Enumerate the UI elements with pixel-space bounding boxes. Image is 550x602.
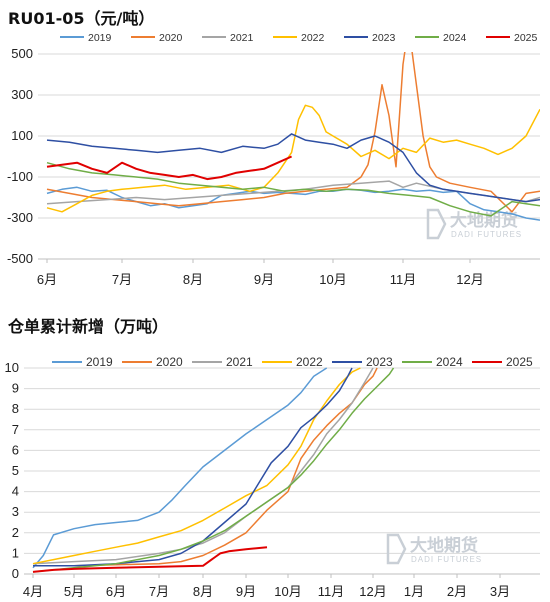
y-tick-label: 7 [12,422,19,437]
y-tick-label: 10 [5,360,19,375]
x-tick-label: 9月 [254,272,274,287]
legend: 2019 2020 2021 2022 2023 2024 2025 [60,32,538,44]
legend-label-2020: 2020 [156,355,183,369]
watermark-text-cn: 大地期货 [450,210,518,231]
x-tick-label: 6月 [37,272,57,287]
legend-label-2024: 2024 [443,32,467,44]
legend-label-2020: 2020 [159,32,183,44]
legend-label-2024: 2024 [436,355,463,369]
legend-label-2025: 2025 [514,32,538,44]
series-line-2025 [32,546,268,573]
series-line-2023 [46,133,540,203]
watermark-text-en: DADI FUTURES [451,230,522,239]
y-tick-label: 6 [12,442,19,457]
y-tick-label: 100 [11,128,33,143]
series-line-2019 [32,367,328,569]
logo-icon [426,208,447,240]
x-tick-label: 11月 [390,272,417,287]
y-tick-label: 5 [12,463,19,478]
y-tick-label: 9 [12,381,19,396]
legend-label-2021: 2021 [226,355,253,369]
series-line-2021 [32,367,374,565]
legend-label-2021: 2021 [230,32,254,44]
x-tick-label: 2月 [447,584,467,599]
x-tick-label: 5月 [64,584,84,599]
y-tick-label: 0 [12,566,19,581]
legend-label-2023: 2023 [366,355,393,369]
series-line-2025 [46,155,293,181]
y-tick-label: -300 [7,210,33,225]
logo-icon [386,533,407,565]
x-tick-label: 12月 [359,584,386,599]
x-tick-label: 8月 [193,584,213,599]
x-tick-label: 6月 [106,584,126,599]
legend-label-2022: 2022 [301,32,325,44]
chart-title: 仓单累计新增（万吨） [7,317,168,336]
y-tick-label: 4 [12,484,19,499]
legend-label-2019: 2019 [88,32,112,44]
series-line-2023 [33,367,353,567]
x-tick-label: 7月 [149,584,169,599]
y-tick-label: 1 [12,545,19,560]
watermark-text-cn: 大地期货 [410,535,478,556]
x-tick-label: 10月 [274,584,301,599]
y-tick-label: 500 [11,46,33,61]
y-tick-label: -100 [7,169,33,184]
series-line-2024 [32,367,395,573]
series-line-2020 [33,367,378,567]
legend-label-2023: 2023 [372,32,396,44]
x-tick-label: 8月 [183,272,203,287]
y-tick-label: 2 [12,525,19,540]
chart-1: RU01-05（元/吨） 500 300 100 -100 -300 -500 6月 7月 8月 9… [7,9,540,287]
legend-label-2025: 2025 [506,355,533,369]
watermark-text-en: DADI FUTURES [411,555,482,564]
x-tick-label: 7月 [112,272,132,287]
x-tick-label: 1月 [404,584,424,599]
series-group [46,52,540,221]
series-line-2024 [46,161,540,217]
x-tick-label: 4月 [23,584,43,599]
x-tick-label: 9月 [236,584,256,599]
x-tick-label: 10月 [319,272,346,287]
y-tick-label: -500 [7,251,33,266]
series-line-2020 [46,52,540,213]
legend: 2019 2020 2021 2022 2023 2024 2025 [52,355,533,369]
series-group [32,367,395,573]
y-tick-label: 300 [11,87,33,102]
y-tick-label: 8 [12,401,19,416]
y-tick-label: 3 [12,504,19,519]
series-line-2022 [46,104,540,213]
legend-label-2022: 2022 [296,355,323,369]
legend-label-2019: 2019 [86,355,113,369]
chart-title: RU01-05（元/吨） [8,9,154,28]
x-tick-label: 12月 [456,272,483,287]
x-tick-label: 11月 [318,584,345,599]
x-tick-label: 3月 [490,584,510,599]
series-line-2022 [32,367,361,565]
